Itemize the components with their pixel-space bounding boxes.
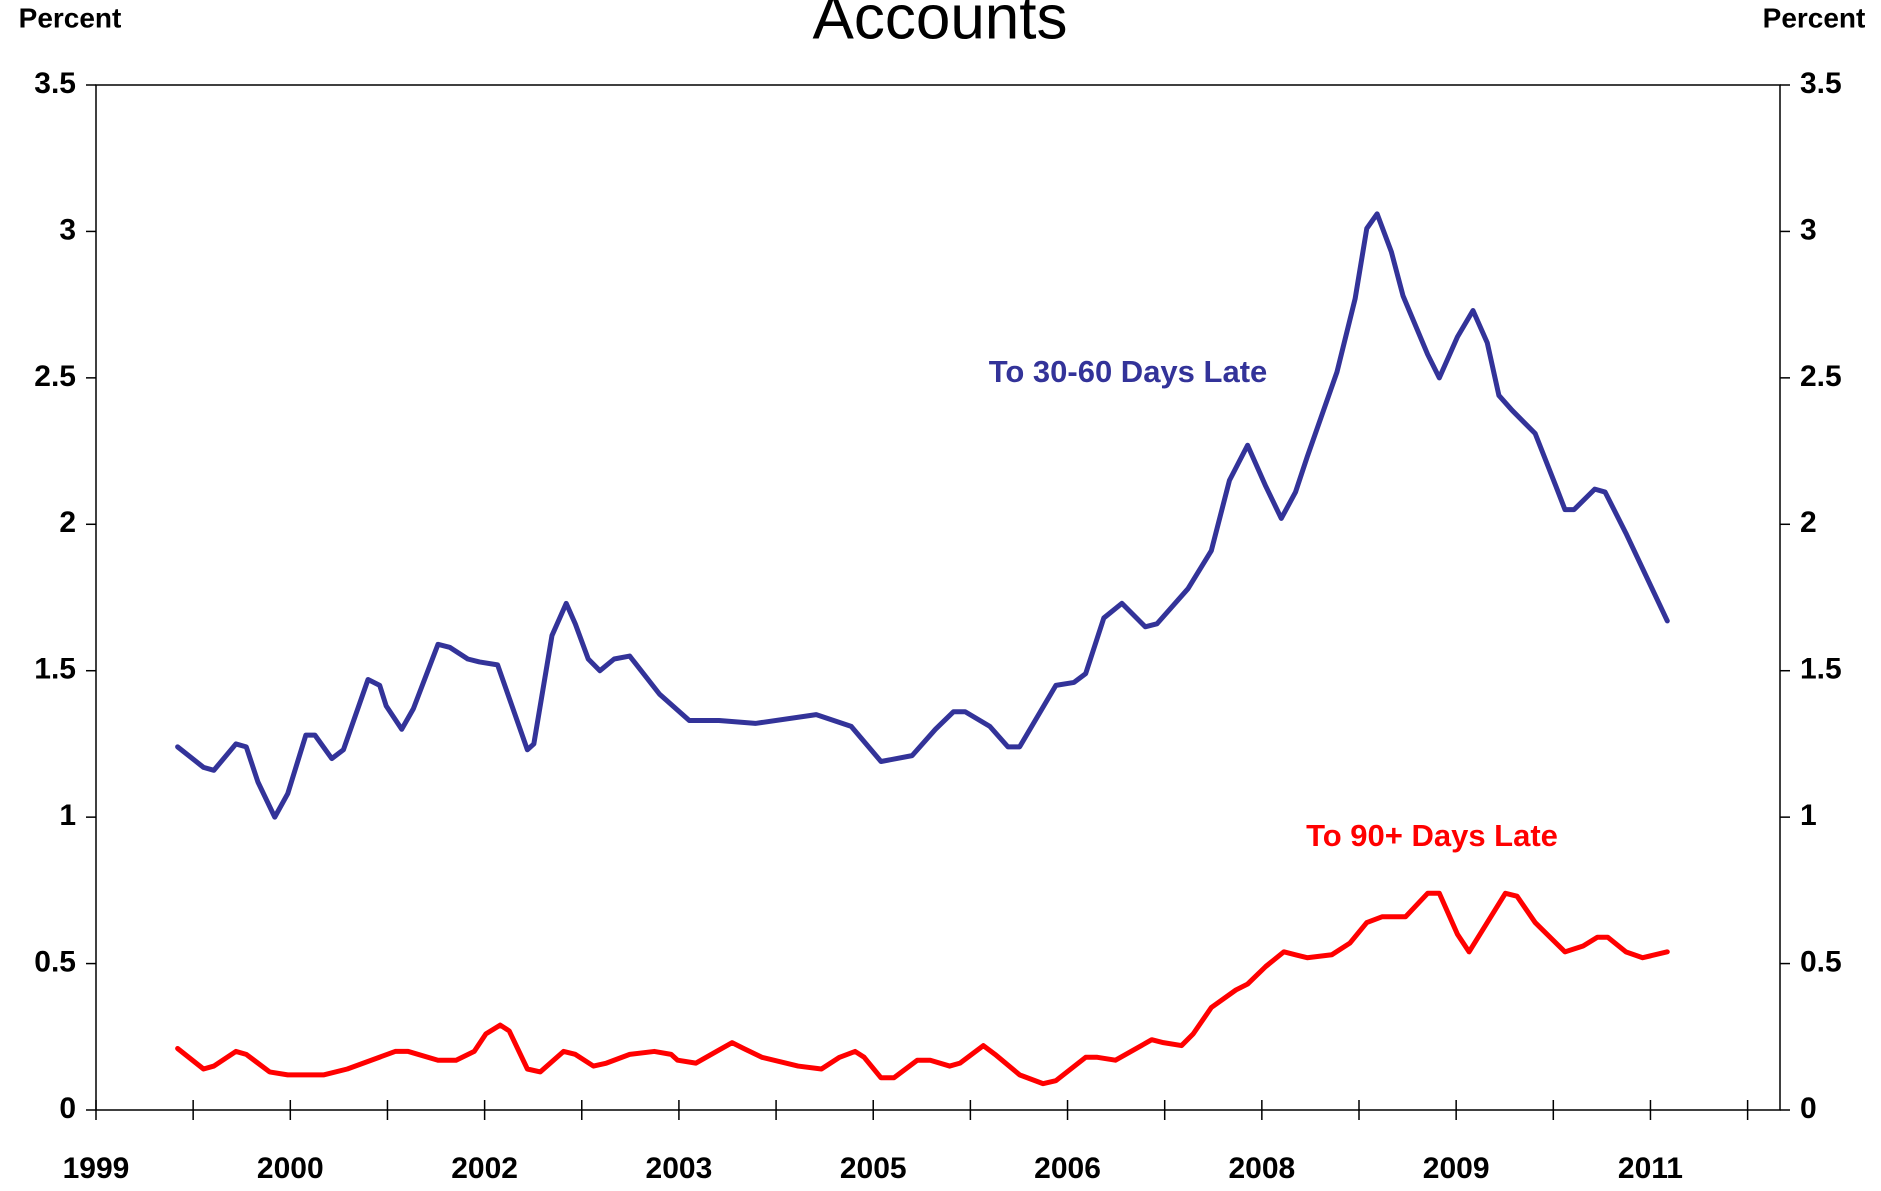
y2-tick-label: 1 bbox=[1800, 799, 1817, 832]
series-line bbox=[175, 211, 1670, 820]
x-tick-label: 2000 bbox=[257, 1152, 324, 1185]
y-tick-label: 3 bbox=[59, 213, 76, 246]
y2-tick-label: 2.5 bbox=[1800, 360, 1842, 393]
y2-axis-label: Percent bbox=[1763, 2, 1866, 33]
y-tick-label: 0 bbox=[59, 1092, 76, 1125]
series-line bbox=[175, 890, 1670, 1087]
plot-frame bbox=[95, 84, 1781, 1111]
y2-tick-label: 0 bbox=[1800, 1092, 1817, 1125]
y-tick-label: 1 bbox=[59, 799, 76, 832]
y2-tick-label: 2 bbox=[1800, 506, 1817, 539]
x-tick-label: 2008 bbox=[1228, 1152, 1295, 1185]
y2-tick-label: 0.5 bbox=[1800, 945, 1842, 978]
y-tick-label: 3.5 bbox=[34, 67, 76, 100]
x-tick-label: 2006 bbox=[1034, 1152, 1101, 1185]
y-axis-label: Percent bbox=[19, 2, 122, 33]
y2-tick-label: 1.5 bbox=[1800, 653, 1842, 686]
y-tick-label: 2.5 bbox=[34, 360, 76, 393]
series-label: To 90+ Days Late bbox=[1306, 818, 1558, 853]
x-tick-label: 2002 bbox=[451, 1152, 518, 1185]
series-label: To 30-60 Days Late bbox=[989, 354, 1268, 389]
x-tick-label: 2009 bbox=[1423, 1152, 1490, 1185]
chart-title: Accounts bbox=[812, 0, 1067, 52]
x-tick-label: 1999 bbox=[63, 1152, 130, 1185]
y-tick-label: 1.5 bbox=[34, 653, 76, 686]
x-tick-label: 2005 bbox=[840, 1152, 907, 1185]
y-tick-label: 0.5 bbox=[34, 945, 76, 978]
y2-tick-label: 3 bbox=[1800, 213, 1817, 246]
x-tick-label: 2003 bbox=[646, 1152, 713, 1185]
y2-tick-label: 3.5 bbox=[1800, 67, 1842, 100]
x-tick-label: 2011 bbox=[1618, 1152, 1683, 1185]
y-tick-label: 2 bbox=[59, 506, 76, 539]
